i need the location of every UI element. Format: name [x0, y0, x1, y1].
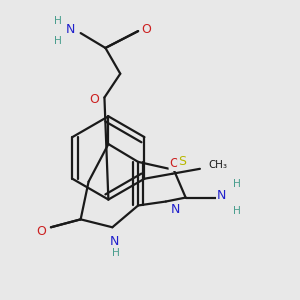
Text: CH₃: CH₃: [208, 160, 227, 170]
Text: O: O: [141, 22, 151, 36]
Text: N: N: [110, 235, 119, 248]
Text: N: N: [171, 203, 180, 216]
Text: N: N: [66, 22, 75, 36]
Text: H: H: [233, 179, 241, 189]
Text: N: N: [217, 189, 226, 202]
Text: H: H: [54, 36, 62, 46]
Text: H: H: [54, 16, 62, 26]
Text: H: H: [112, 248, 120, 258]
Text: O: O: [36, 225, 46, 238]
Text: S: S: [178, 155, 186, 168]
Text: O: O: [169, 158, 179, 170]
Text: H: H: [233, 206, 241, 216]
Text: O: O: [90, 93, 100, 106]
